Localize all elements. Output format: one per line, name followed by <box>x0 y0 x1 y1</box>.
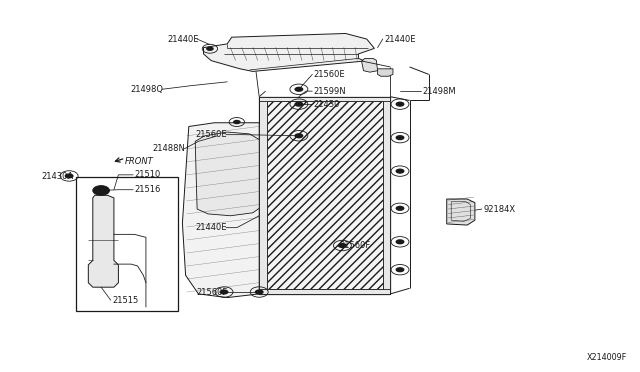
Text: 21430A: 21430A <box>42 172 74 181</box>
Circle shape <box>65 173 74 179</box>
Circle shape <box>396 267 404 272</box>
Circle shape <box>396 135 404 140</box>
Bar <box>259 97 390 294</box>
Circle shape <box>396 206 404 211</box>
Text: 21440E: 21440E <box>167 35 198 44</box>
Text: 92184X: 92184X <box>483 205 515 214</box>
Polygon shape <box>259 97 267 294</box>
Text: 21498M: 21498M <box>422 87 456 96</box>
Text: 21560F: 21560F <box>196 288 227 296</box>
Circle shape <box>338 243 347 248</box>
Polygon shape <box>259 97 390 101</box>
Polygon shape <box>378 69 393 76</box>
Text: 21560F: 21560F <box>339 241 371 250</box>
Polygon shape <box>383 97 390 294</box>
Circle shape <box>396 169 404 174</box>
Polygon shape <box>362 58 378 72</box>
Circle shape <box>93 186 109 195</box>
Circle shape <box>294 102 303 107</box>
Text: 21488N: 21488N <box>153 144 186 153</box>
Circle shape <box>396 239 404 244</box>
Polygon shape <box>195 132 259 216</box>
Text: 21599N: 21599N <box>314 87 346 96</box>
Circle shape <box>233 120 241 124</box>
Bar <box>76 177 178 311</box>
Bar <box>267 101 383 289</box>
Circle shape <box>396 102 404 107</box>
Text: 21515: 21515 <box>112 296 138 305</box>
Text: FRONT: FRONT <box>125 157 154 166</box>
Circle shape <box>294 87 303 92</box>
Circle shape <box>220 289 228 295</box>
Polygon shape <box>88 195 118 287</box>
Text: 21498Q: 21498Q <box>130 85 163 94</box>
Text: X214009F: X214009F <box>587 353 627 362</box>
Circle shape <box>206 46 214 51</box>
Circle shape <box>99 189 104 192</box>
Text: 21430: 21430 <box>314 100 340 109</box>
Text: 21440E: 21440E <box>196 223 227 232</box>
Text: 21560E: 21560E <box>196 130 227 139</box>
Text: 21510: 21510 <box>134 170 161 179</box>
Circle shape <box>255 289 264 295</box>
Polygon shape <box>447 199 475 225</box>
Text: 21516: 21516 <box>134 185 161 194</box>
Polygon shape <box>182 123 259 298</box>
Polygon shape <box>204 33 374 71</box>
Polygon shape <box>259 289 390 294</box>
Circle shape <box>294 133 303 138</box>
Text: 21560E: 21560E <box>314 70 345 79</box>
Text: 21440E: 21440E <box>384 35 415 44</box>
